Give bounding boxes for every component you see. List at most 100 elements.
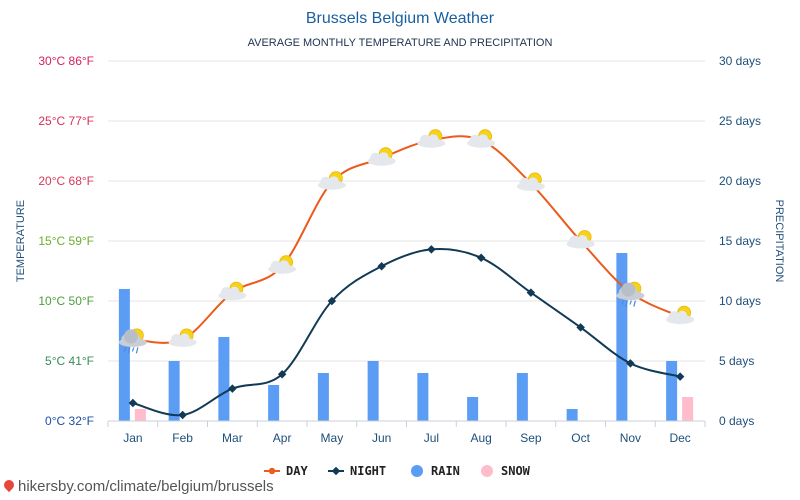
rain-bar (516, 373, 528, 421)
legend-label: NIGHT (350, 464, 386, 478)
cloud-sun-rain-icon (616, 281, 645, 307)
cloud-sun-icon (666, 305, 695, 325)
rain-bar (417, 373, 429, 421)
cloud-shape (469, 134, 481, 146)
night-point (675, 372, 685, 381)
legend-item-rain: RAIN (411, 464, 460, 478)
x-tick-label: Oct (571, 431, 590, 445)
x-tick-label: Sep (520, 431, 542, 445)
weather-icons (118, 129, 695, 354)
cloud-shape (621, 282, 636, 297)
footer-link[interactable]: hikersby.com/climate/belgium/brussels (1, 477, 274, 495)
cloud-sun-icon (317, 171, 346, 190)
left-axis-title: TEMPERATURE (15, 200, 27, 282)
x-tick-label: Dec (669, 431, 690, 445)
rain-bar (168, 361, 180, 421)
cloud-shape (577, 235, 588, 245)
x-tick-label: Aug (470, 431, 491, 445)
cloud-sun-icon (417, 129, 446, 148)
cloud-shape (320, 176, 332, 188)
left-tick-label: 25°C 77°F (38, 114, 94, 128)
night-point (178, 410, 187, 420)
rain-bar (268, 385, 280, 421)
left-tick-label: 10°C 50°F (38, 294, 94, 308)
rain-drop (127, 347, 131, 354)
cloud-shape (229, 286, 240, 297)
rain-drop (621, 300, 624, 305)
legend-marker (268, 467, 276, 475)
cloud-shape (478, 134, 489, 145)
night-point (427, 245, 436, 254)
rain-bar (218, 337, 230, 421)
cloud-shape (668, 311, 680, 323)
legend-item-night: NIGHT (328, 464, 386, 478)
cloud-shape (270, 260, 282, 272)
left-tick-label: 20°C 68°F (38, 174, 94, 188)
lines (128, 135, 685, 420)
left-tick-label: 0°C 32°F (45, 414, 94, 428)
cloud-sun-icon (566, 230, 595, 249)
left-tick-label: 15°C 59°F (38, 234, 94, 248)
cloud-shape (519, 177, 531, 189)
location-pin-icon (1, 477, 17, 493)
rain-drop (633, 300, 636, 307)
right-tick-label: 15 days (719, 234, 761, 248)
cloud-sun-rain-icon (118, 328, 147, 354)
cloud-shape (179, 333, 190, 344)
night-point (626, 359, 635, 368)
right-tick-label: 20 days (719, 174, 761, 188)
rain-bar (616, 253, 628, 421)
right-tick-label: 5 days (719, 354, 754, 368)
x-tick-label: Mar (222, 431, 243, 445)
legend-label: SNOW (501, 464, 531, 478)
rain-bar (467, 397, 479, 421)
snow-bar (134, 409, 146, 421)
right-axis-title: PRECIPITATION (773, 200, 785, 283)
legend-marker (331, 466, 341, 476)
cloud-shape (378, 152, 389, 163)
night-point (476, 253, 486, 263)
chart-title: Brussels Belgium Weather (306, 10, 495, 27)
legend-swatch (481, 465, 493, 477)
rain-bar (317, 373, 329, 421)
grid-lines (108, 60, 705, 362)
legend: DAY NIGHT RAIN SNOW (264, 464, 531, 478)
bars (118, 253, 694, 421)
left-tick-label: 30°C 86°F (38, 54, 94, 68)
cloud-shape (419, 134, 431, 146)
snow-bar (682, 397, 694, 421)
legend-swatch (411, 465, 423, 477)
legend-item-day: DAY (264, 464, 308, 478)
legend-item-snow: SNOW (481, 464, 531, 478)
cloud-shape (527, 177, 538, 188)
legend-label: DAY (286, 464, 308, 478)
x-tick-label: Jul (424, 431, 439, 445)
chart-subtitle: AVERAGE MONTHLY TEMPERATURE AND PRECIPIT… (248, 37, 553, 49)
right-tick-label: 30 days (719, 54, 761, 68)
night-point (277, 369, 287, 379)
cloud-sun-icon (218, 281, 247, 301)
night-point (128, 398, 138, 408)
cloud-shape (370, 152, 382, 164)
footer-url: hikersby.com/climate/belgium/brussels (18, 478, 274, 495)
axes: 0°C 32°F 5°C 41°F 10°C 50°F 15°C 59°F 20°C 6… (38, 54, 761, 445)
night-point (327, 296, 337, 306)
cloud-shape (279, 260, 290, 271)
rain-drop (123, 347, 127, 352)
cloud-sun-icon (367, 147, 396, 166)
x-tick-label: Jan (123, 431, 142, 445)
rain-bar (566, 409, 578, 421)
right-tick-label: 25 days (719, 114, 761, 128)
cloud-sun-icon (268, 255, 297, 274)
cloud-shape (171, 333, 183, 345)
left-tick-label: 5°C 41°F (45, 354, 94, 368)
cloud-shape (123, 329, 138, 344)
rain-drop (135, 347, 139, 354)
cloud-shape (428, 134, 439, 145)
cloud-shape (569, 235, 581, 247)
rain-bar (367, 361, 379, 421)
night-line (132, 248, 681, 417)
night-point (377, 261, 386, 271)
night-point (228, 384, 237, 393)
